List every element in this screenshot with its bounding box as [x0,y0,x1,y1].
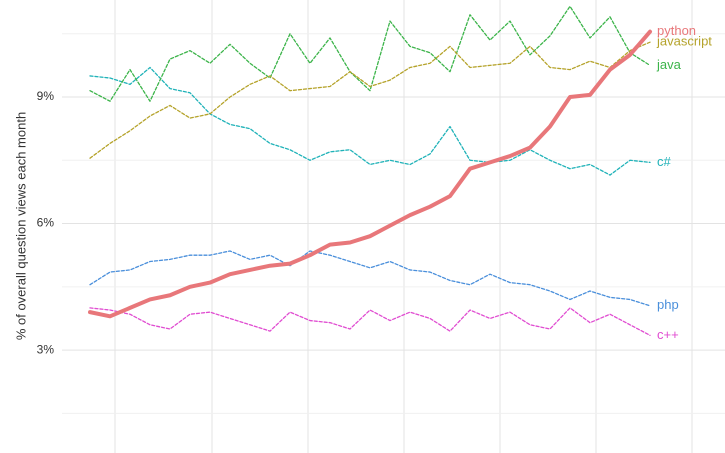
series-label: java [656,57,682,72]
vertical-grid [114,0,693,453]
series-label: c# [657,154,672,169]
series-line [89,250,651,307]
series-line [89,66,651,176]
series-line [88,29,652,319]
series-line [89,5,651,102]
series-label: python [657,23,696,38]
series-line [89,307,651,336]
series-label: c++ [657,327,679,342]
series-label: php [657,297,679,312]
y-tick-label: 9% [37,89,55,103]
series-label: javascript [656,34,712,49]
series-line [89,41,651,159]
y-tick-label: 3% [37,342,55,356]
y-tick-label: 6% [37,216,55,230]
y-axis-label: % of overall question views each month [13,112,28,340]
